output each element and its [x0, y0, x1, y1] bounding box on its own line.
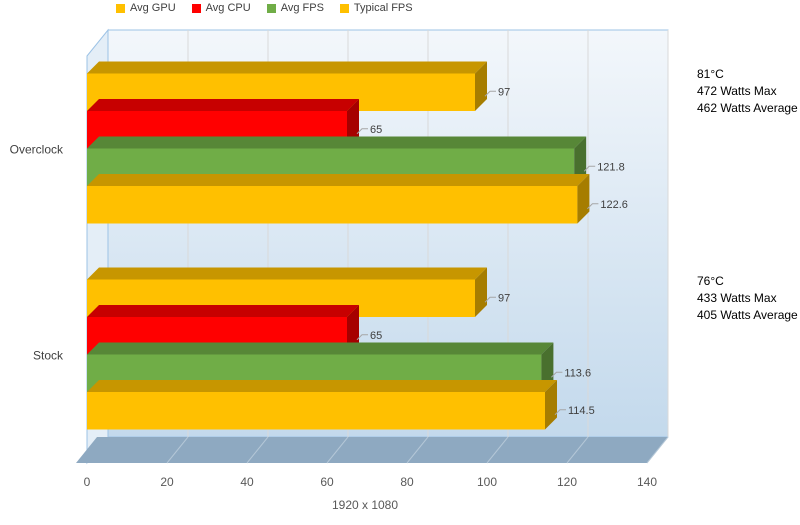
- annotation-line: 405 Watts Average: [697, 308, 798, 322]
- x-tick-label: 20: [160, 475, 174, 489]
- category-label: Overclock: [10, 143, 64, 157]
- legend-swatch: [266, 3, 276, 13]
- gridline-floor: [246, 436, 269, 464]
- annotation-line: 76°C: [697, 274, 724, 288]
- legend-item: Avg GPU: [116, 2, 176, 14]
- bar-typical-fps: [87, 174, 590, 224]
- gridline-floor: [166, 436, 189, 464]
- x-tick-label: 100: [477, 475, 497, 489]
- data-label-leader: [583, 165, 596, 172]
- data-label-leader: [551, 371, 563, 378]
- legend-swatch: [339, 3, 349, 13]
- gridline-floor: [406, 436, 429, 464]
- gridline-floor: [646, 436, 669, 464]
- annotation-stock: 76°C 433 Watts Max 405 Watts Average: [697, 273, 798, 324]
- data-label: 113.6: [564, 367, 591, 379]
- data-label: 114.5: [568, 405, 595, 417]
- data-label-leader: [554, 409, 566, 416]
- x-tick-label: 60: [320, 475, 334, 489]
- data-label: 97: [498, 292, 510, 304]
- category-label: Stock: [33, 349, 64, 363]
- annotation-line: 462 Watts Average: [697, 101, 798, 115]
- legend-item: Avg CPU: [191, 2, 251, 14]
- legend-label: Avg CPU: [205, 2, 251, 14]
- data-label-leader: [587, 203, 599, 210]
- annotation-line: 81°C: [697, 67, 724, 81]
- legend-swatch: [191, 3, 201, 13]
- data-label-leader: [484, 296, 496, 303]
- legend-label: Typical FPS: [353, 2, 413, 14]
- gridline-floor: [486, 436, 509, 464]
- annotation-line: 433 Watts Max: [697, 291, 777, 305]
- data-label-leader: [356, 334, 368, 341]
- data-label: 121.8: [597, 161, 625, 173]
- data-label-leader: [356, 128, 368, 135]
- gridline-floor: [566, 436, 589, 464]
- legend-label: Avg GPU: [130, 2, 176, 14]
- legend-item: Avg FPS: [266, 2, 324, 14]
- data-label: 97: [498, 86, 510, 98]
- legend-item: Typical FPS: [339, 2, 413, 14]
- x-tick-label: 40: [240, 475, 254, 489]
- data-label: 65: [370, 330, 382, 342]
- plot-floor: [76, 437, 668, 463]
- data-label: 65: [370, 124, 382, 136]
- legend-swatch: [116, 3, 125, 13]
- legend-label: Avg FPS: [280, 2, 324, 14]
- legend: Avg GPU Avg CPU Avg FPS Typical FPS: [116, 2, 413, 14]
- data-label: 122.6: [600, 199, 628, 211]
- annotation-overclock: 81°C 472 Watts Max 462 Watts Average: [697, 66, 798, 117]
- data-label-leader: [484, 90, 496, 97]
- annotation-line: 472 Watts Max: [697, 84, 777, 98]
- x-axis-label: 1920 x 1080: [332, 498, 398, 512]
- x-tick-label: 120: [557, 475, 577, 489]
- x-tick-label: 140: [637, 475, 657, 489]
- x-tick-label: 80: [400, 475, 414, 489]
- gridline-floor: [326, 436, 349, 464]
- bar-typical-fps: [87, 380, 557, 430]
- x-tick-label: 0: [84, 475, 91, 489]
